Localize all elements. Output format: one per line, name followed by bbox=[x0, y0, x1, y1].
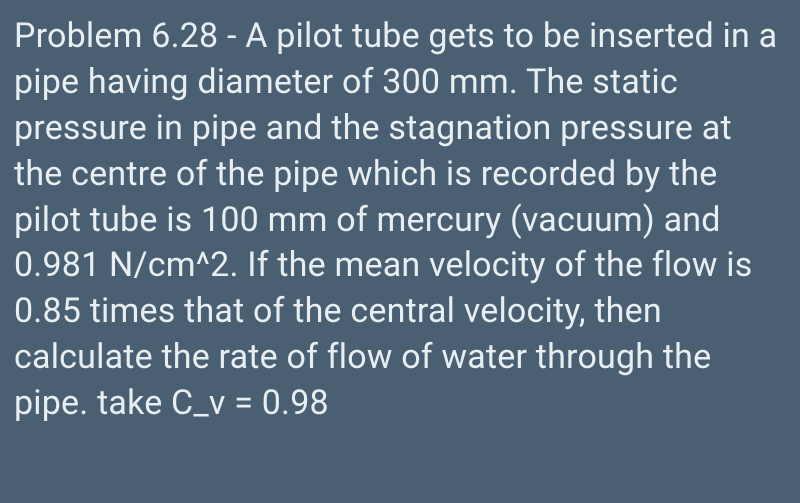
problem-text: Problem 6.28 - A pilot tube gets to be i… bbox=[14, 14, 786, 427]
problem-container: Problem 6.28 - A pilot tube gets to be i… bbox=[0, 0, 800, 503]
